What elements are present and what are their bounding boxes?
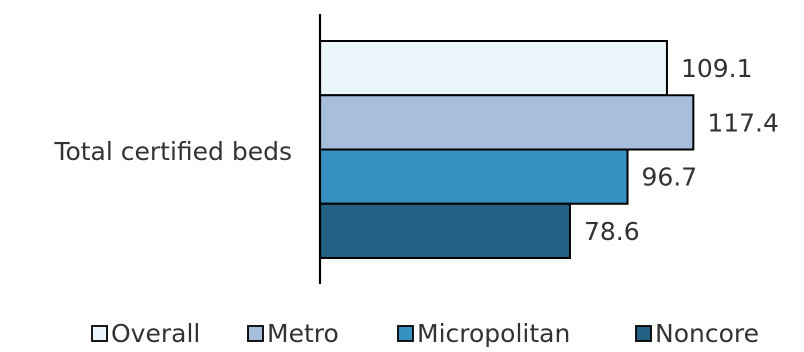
- data-label-noncore: 78.6: [584, 217, 640, 246]
- legend-label-micropolitan: Micropolitan: [417, 319, 570, 348]
- data-label-micropolitan: 96.7: [642, 163, 698, 192]
- legend-label-overall: Overall: [111, 319, 200, 348]
- bar-overall: [319, 40, 668, 97]
- bar-noncore: [319, 202, 571, 259]
- data-labels-group: 109.1 117.4 96.778.6: [584, 54, 779, 246]
- legend-item-overall: Overall: [91, 319, 200, 348]
- legend-label-metro: Metro: [267, 319, 339, 348]
- legend-swatch-metro: [247, 325, 264, 342]
- legend-swatch-micropolitan: [397, 325, 414, 342]
- category-label: Total certified beds: [53, 137, 292, 166]
- bars-group: [319, 40, 695, 259]
- legend-swatch-overall: [91, 325, 108, 342]
- bar-micropolitan: [319, 148, 629, 205]
- legend-swatch-noncore: [635, 325, 652, 342]
- legend-item-metro: Metro: [247, 319, 339, 348]
- data-label-metro: 117.4: [707, 108, 779, 137]
- legend-item-micropolitan: Micropolitan: [397, 319, 570, 348]
- bar-metro: [319, 94, 695, 151]
- legend-item-noncore: Noncore: [635, 319, 759, 348]
- legend-label-noncore: Noncore: [655, 319, 759, 348]
- data-label-overall: 109.1: [681, 54, 753, 83]
- legend: Overall Metro Micropolitan Noncore: [91, 319, 759, 348]
